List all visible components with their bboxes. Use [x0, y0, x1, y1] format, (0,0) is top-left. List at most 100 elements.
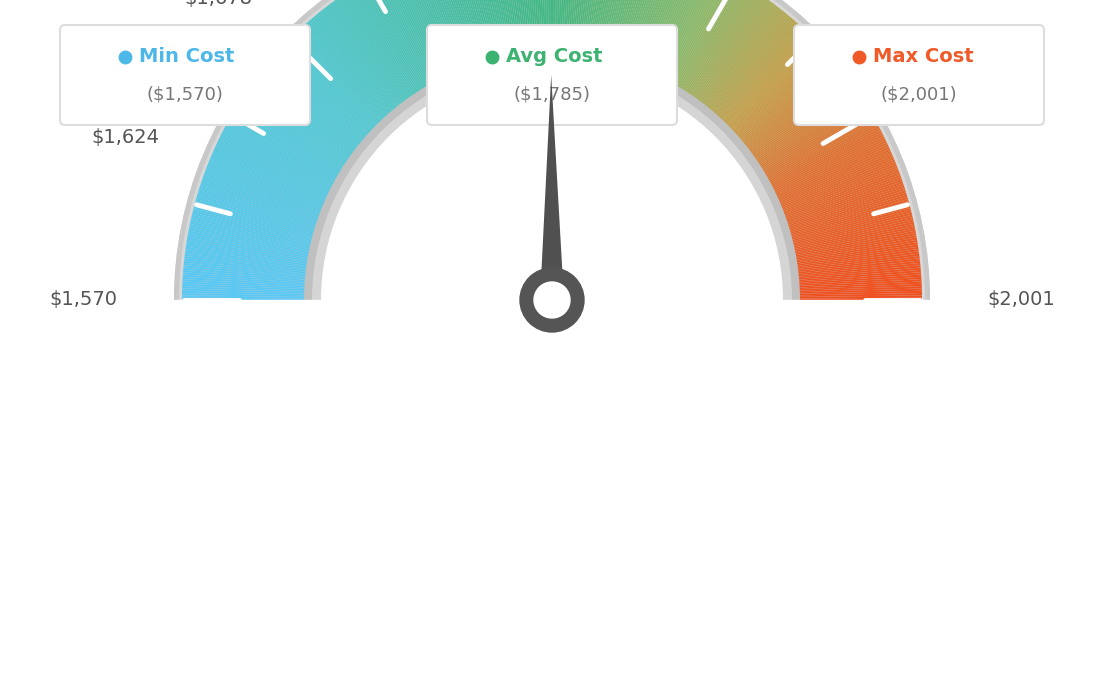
Wedge shape [795, 249, 919, 268]
Wedge shape [747, 77, 849, 153]
Wedge shape [795, 256, 920, 273]
Wedge shape [248, 86, 352, 160]
Wedge shape [193, 208, 315, 241]
Wedge shape [664, 0, 722, 82]
Wedge shape [774, 142, 888, 197]
Wedge shape [784, 179, 902, 221]
Wedge shape [797, 279, 922, 288]
Wedge shape [283, 45, 374, 132]
Wedge shape [797, 282, 922, 289]
Wedge shape [768, 126, 880, 186]
Wedge shape [795, 251, 920, 269]
Wedge shape [198, 193, 318, 230]
Wedge shape [797, 290, 922, 295]
Wedge shape [634, 0, 678, 70]
Wedge shape [346, 0, 417, 97]
Wedge shape [776, 149, 891, 201]
Wedge shape [633, 0, 676, 69]
Wedge shape [794, 237, 917, 260]
Circle shape [174, 0, 930, 678]
Wedge shape [183, 275, 308, 284]
Wedge shape [785, 188, 905, 227]
Wedge shape [754, 90, 858, 162]
Wedge shape [790, 213, 912, 244]
Wedge shape [789, 210, 912, 242]
Wedge shape [182, 290, 307, 295]
Wedge shape [276, 52, 370, 137]
Wedge shape [774, 145, 889, 199]
Wedge shape [253, 81, 354, 156]
Wedge shape [698, 2, 773, 103]
Wedge shape [190, 221, 312, 250]
Wedge shape [735, 54, 829, 138]
Wedge shape [362, 0, 427, 90]
Wedge shape [204, 172, 322, 217]
Wedge shape [786, 193, 906, 230]
Wedge shape [304, 24, 389, 118]
Wedge shape [773, 140, 887, 196]
Wedge shape [184, 251, 309, 269]
Wedge shape [766, 120, 877, 182]
Wedge shape [471, 0, 500, 61]
Wedge shape [796, 265, 921, 279]
Wedge shape [626, 0, 667, 67]
Wedge shape [796, 272, 921, 283]
Wedge shape [226, 121, 338, 184]
Wedge shape [184, 258, 308, 274]
Wedge shape [182, 284, 307, 290]
Wedge shape [223, 128, 336, 188]
Wedge shape [612, 0, 644, 63]
Wedge shape [197, 195, 317, 232]
Wedge shape [559, 0, 564, 55]
Wedge shape [506, 0, 523, 57]
Wedge shape [304, 52, 800, 300]
Wedge shape [299, 29, 385, 121]
Wedge shape [311, 18, 393, 115]
Wedge shape [275, 54, 369, 138]
Wedge shape [797, 288, 922, 294]
Wedge shape [690, 0, 762, 98]
Wedge shape [335, 0, 410, 102]
Wedge shape [744, 71, 845, 150]
Wedge shape [599, 0, 626, 60]
Wedge shape [746, 75, 847, 152]
Wedge shape [246, 90, 350, 162]
Wedge shape [454, 0, 488, 64]
Text: $1,929: $1,929 [920, 77, 988, 97]
Wedge shape [587, 0, 607, 58]
Wedge shape [726, 40, 817, 129]
Wedge shape [312, 17, 394, 113]
Wedge shape [704, 10, 784, 109]
Wedge shape [659, 0, 715, 80]
Wedge shape [652, 0, 705, 77]
Wedge shape [776, 151, 892, 203]
Wedge shape [296, 32, 383, 124]
Wedge shape [320, 10, 400, 109]
Wedge shape [796, 277, 922, 286]
Wedge shape [487, 0, 511, 59]
Wedge shape [195, 199, 317, 235]
Wedge shape [217, 140, 331, 196]
Wedge shape [208, 164, 325, 211]
Wedge shape [188, 235, 311, 259]
Wedge shape [660, 0, 718, 81]
Wedge shape [644, 0, 692, 73]
Wedge shape [410, 0, 459, 74]
Wedge shape [796, 270, 921, 282]
Wedge shape [203, 175, 321, 219]
Wedge shape [235, 108, 342, 174]
Wedge shape [684, 0, 754, 95]
Wedge shape [595, 0, 619, 59]
Wedge shape [265, 64, 363, 145]
Wedge shape [503, 0, 521, 57]
Wedge shape [714, 23, 798, 117]
Wedge shape [212, 153, 327, 204]
Wedge shape [229, 118, 339, 181]
Wedge shape [264, 66, 362, 146]
Wedge shape [277, 50, 371, 136]
Wedge shape [720, 30, 807, 122]
Wedge shape [569, 0, 580, 56]
Wedge shape [469, 0, 499, 61]
Wedge shape [297, 30, 384, 122]
Wedge shape [765, 118, 875, 181]
